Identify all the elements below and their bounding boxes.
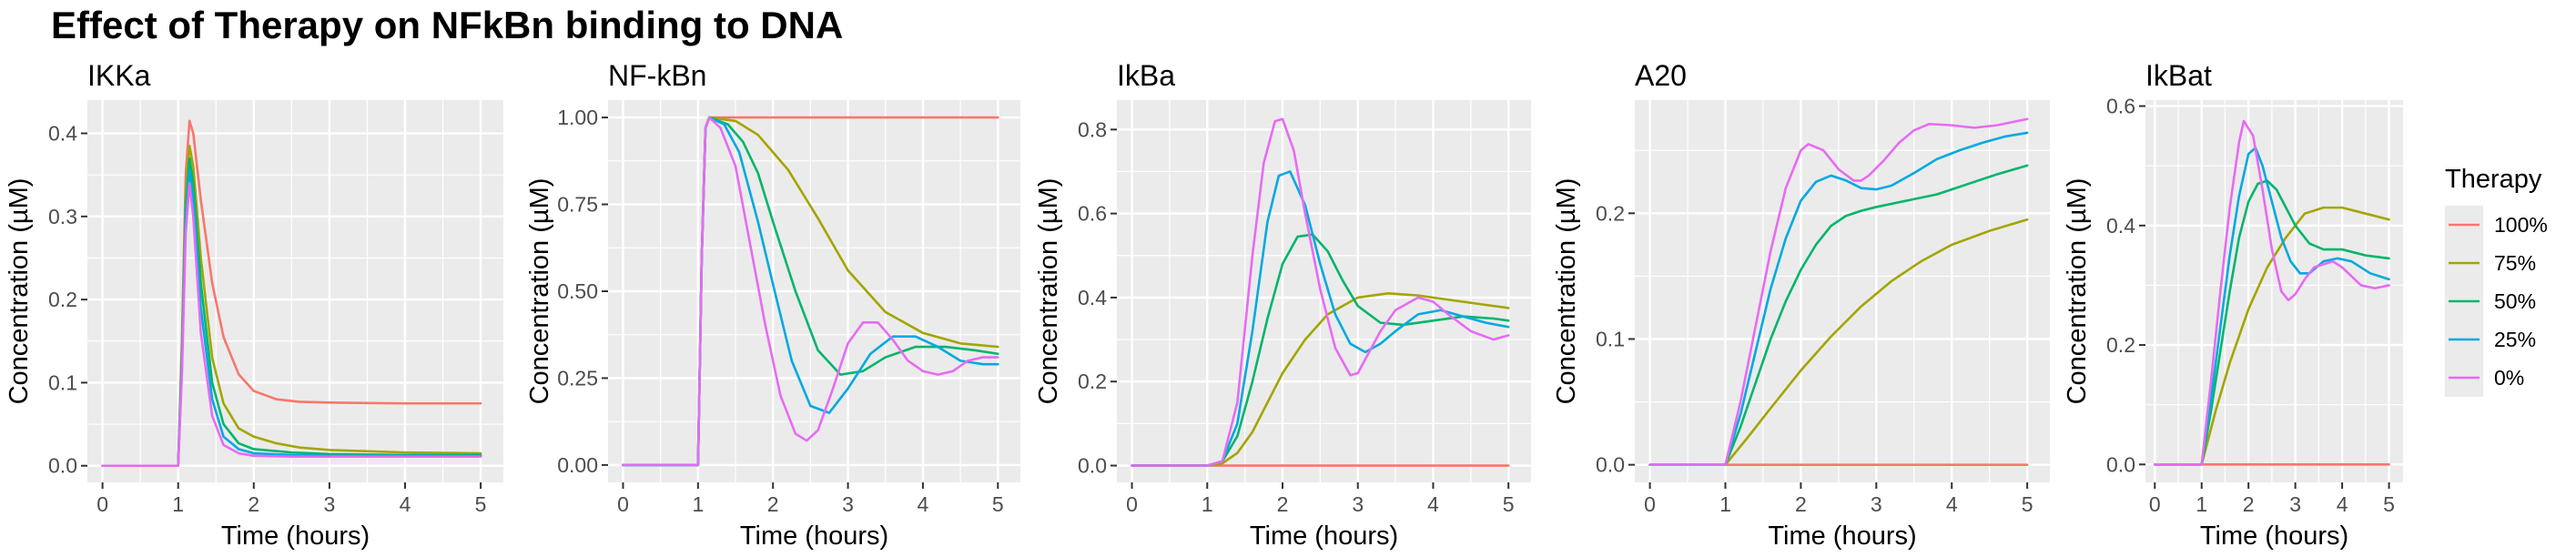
x-tick-label: 1 xyxy=(2196,492,2207,516)
legend: Therapy 100% 75% 50% 25% 0% xyxy=(2445,165,2548,397)
panel-1: 0 1 2 3 4 5 0.0 0.1 0.2 0.3 0.4 IKKa Time (hours) Con… xyxy=(5,59,503,551)
y-axis-title: Concentration (µM) xyxy=(5,178,34,405)
panel-title: IkBa xyxy=(1117,59,1175,92)
y-tick-label: 0.2 xyxy=(1078,370,1107,393)
y-tick-label: 0.4 xyxy=(1078,286,1107,309)
y-axis-title: Concentration (µM) xyxy=(525,178,554,405)
x-tick-label: 4 xyxy=(918,492,929,516)
series-line-0pct xyxy=(101,182,482,468)
x-tick-label: 5 xyxy=(992,492,1004,516)
x-tick-label: 1 xyxy=(692,492,704,516)
x-axis-title: Time (hours) xyxy=(2200,522,2348,551)
series-line-50pct xyxy=(1648,164,2029,466)
x-tick-label: 4 xyxy=(1427,492,1439,516)
series-line-50pct xyxy=(1131,233,1510,467)
figure-title: Effect of Therapy on NFkBn binding to DN… xyxy=(51,4,844,46)
panel-title: NF-kBn xyxy=(608,59,706,92)
legend-label: 0% xyxy=(2494,366,2524,390)
x-tick-label: 4 xyxy=(1946,492,1958,516)
legend-label: 75% xyxy=(2494,251,2536,275)
x-tick-label: 0 xyxy=(96,492,108,516)
x-tick-label: 3 xyxy=(323,492,335,516)
x-tick-label: 2 xyxy=(248,492,259,516)
y-tick-label: 0.2 xyxy=(48,288,77,311)
x-tick-label: 0 xyxy=(2149,492,2161,516)
y-tick-label: 0.4 xyxy=(2106,214,2135,238)
y-tick-label: 1.00 xyxy=(557,106,598,129)
y-axis-title: Concentration (µM) xyxy=(2063,178,2092,405)
series-line-25pct xyxy=(1131,170,1510,467)
y-tick-label: 0.1 xyxy=(48,370,77,394)
panel-3: 0 1 2 3 4 5 0.0 0.2 0.4 0.6 0.8 IkBa Time (hours) Con… xyxy=(1034,59,1531,551)
y-axis-title: Concentration (µM) xyxy=(1034,178,1063,405)
y-axis-title: Concentration (µM) xyxy=(1552,178,1581,405)
y-tick-label: 0.8 xyxy=(1078,117,1107,141)
y-tick-label: 0.25 xyxy=(557,366,598,390)
x-tick-label: 1 xyxy=(1719,492,1731,516)
legend-label: 100% xyxy=(2494,213,2548,237)
series-line-75pct xyxy=(1648,218,2029,466)
x-tick-label: 5 xyxy=(475,492,487,516)
x-axis-title: Time (hours) xyxy=(1250,522,1398,551)
panel-background xyxy=(1117,100,1531,482)
y-tick-label: 0.00 xyxy=(557,453,598,477)
series-line-0pct xyxy=(1131,117,1510,467)
x-tick-label: 4 xyxy=(2337,492,2348,516)
x-axis-title: Time (hours) xyxy=(1768,522,1916,551)
y-tick-label: 0.0 xyxy=(2106,452,2135,476)
y-tick-label: 0.50 xyxy=(557,279,598,303)
y-tick-label: 0.6 xyxy=(1078,202,1107,226)
y-tick-label: 0.1 xyxy=(1596,328,1625,351)
panel-background xyxy=(87,100,503,482)
panel-background xyxy=(1635,100,2050,482)
y-tick-label: 0.3 xyxy=(48,205,77,228)
y-tick-label: 0.0 xyxy=(1596,453,1625,477)
x-axis-title: Time (hours) xyxy=(740,522,888,551)
panel-background xyxy=(2145,100,2403,482)
y-tick-label: 0.0 xyxy=(48,454,77,478)
x-tick-label: 5 xyxy=(2022,492,2033,516)
panel-title: IkBat xyxy=(2145,59,2212,92)
x-tick-label: 0 xyxy=(1126,492,1138,516)
series-line-0pct xyxy=(622,116,999,467)
series-line-25pct xyxy=(2153,147,2390,466)
y-tick-label: 0.6 xyxy=(2106,95,2135,118)
series-line-25pct xyxy=(1648,131,2029,466)
panel-title: A20 xyxy=(1635,59,1687,92)
legend-label: 50% xyxy=(2494,289,2536,313)
panel-2: 0 1 2 3 4 5 0.00 0.25 0.50 0.75 1.00 NF-kBn Time (ho… xyxy=(525,59,1020,551)
x-tick-label: 2 xyxy=(767,492,779,516)
y-tick-label: 0.75 xyxy=(557,193,598,217)
legend-label: 25% xyxy=(2494,328,2536,351)
y-tick-label: 0.2 xyxy=(1596,201,1625,225)
x-tick-label: 3 xyxy=(1352,492,1364,516)
series-line-0pct xyxy=(2153,119,2390,466)
x-tick-label: 1 xyxy=(1202,492,1213,516)
x-tick-label: 0 xyxy=(1644,492,1656,516)
x-tick-label: 5 xyxy=(2383,492,2395,516)
x-tick-label: 3 xyxy=(2289,492,2301,516)
x-axis-title: Time (hours) xyxy=(221,522,370,551)
panel-5: 0 1 2 3 4 5 0.0 0.2 0.4 0.6 IkBat Time (hours) Conce… xyxy=(2063,59,2403,551)
y-tick-label: 0.2 xyxy=(2106,333,2135,357)
x-tick-label: 0 xyxy=(617,492,629,516)
x-tick-label: 3 xyxy=(842,492,854,516)
x-tick-label: 4 xyxy=(400,492,411,516)
panel-title: IKKa xyxy=(87,59,151,92)
series-line-75pct xyxy=(2153,206,2390,466)
series-line-75pct xyxy=(1131,292,1510,467)
x-tick-label: 2 xyxy=(1795,492,1807,516)
x-tick-label: 5 xyxy=(1503,492,1515,516)
x-tick-label: 3 xyxy=(1871,492,1882,516)
series-line-0pct xyxy=(1648,117,2029,466)
panel-4: 0 1 2 3 4 5 0.0 0.1 0.2 A20 Time (hours) Concentrat… xyxy=(1552,59,2050,551)
y-tick-label: 0.4 xyxy=(48,122,77,146)
x-tick-label: 2 xyxy=(1277,492,1289,516)
x-tick-label: 2 xyxy=(2243,492,2255,516)
legend-title: Therapy xyxy=(2445,165,2542,194)
y-tick-label: 0.0 xyxy=(1078,454,1107,478)
x-tick-label: 1 xyxy=(172,492,184,516)
